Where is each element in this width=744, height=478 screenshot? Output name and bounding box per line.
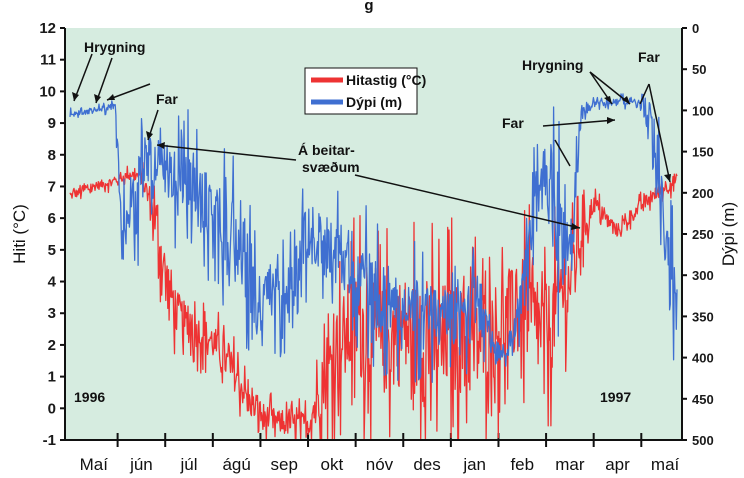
arrow-hrygning-1b <box>95 57 113 104</box>
series-layer <box>69 93 678 441</box>
y-right-tick-label: 500 <box>692 433 714 448</box>
arrow-far-2b <box>554 139 571 167</box>
arrow-heads <box>72 92 671 230</box>
x-month-label: nóv <box>366 455 394 474</box>
y-left-tick-label: 4 <box>48 274 57 291</box>
legend-label-depth: Dýpi (m) <box>346 94 402 110</box>
arrowhead-5 <box>157 142 165 149</box>
x-month-label: Maí <box>80 455 109 474</box>
annotation-beitar-line2: svæðum <box>302 159 360 175</box>
annotation-far-3: Far <box>638 49 660 65</box>
arrowhead-9 <box>622 96 630 104</box>
arrowhead-7 <box>607 117 615 124</box>
y-right-tick-label: 300 <box>692 268 714 283</box>
legend-label-temperature: Hitastig (°C) <box>346 72 426 88</box>
arrow-hrygning-2b <box>589 71 631 105</box>
y-left-tick-label: -1 <box>43 432 56 449</box>
x-month-label: jún <box>129 455 153 474</box>
arrowhead-1 <box>72 92 79 101</box>
y-axis-right-title: Dýpi (m) <box>719 202 738 266</box>
chart-title-fragment: g <box>364 0 373 14</box>
y-right-tick-label: 0 <box>692 21 699 36</box>
year-label-1996: 1996 <box>74 389 105 405</box>
y-right-tick-label: 350 <box>692 309 714 324</box>
y-left-tick-label: 5 <box>48 242 56 259</box>
y-right-tick-label: 100 <box>692 103 714 118</box>
annotation-far-1: Far <box>156 91 178 107</box>
x-month-label: des <box>413 455 440 474</box>
y-left-tick-label: 7 <box>48 178 56 195</box>
arrowhead-8 <box>604 96 612 104</box>
y-left-tick-label: 3 <box>48 305 56 322</box>
y-left-tick-label: 1 <box>48 369 56 386</box>
y-axis-left-title: Hiti (°C) <box>10 204 29 264</box>
x-month-label: feb <box>510 455 534 474</box>
annotation-far-2: Far <box>502 115 524 131</box>
arrow-beitar-a <box>156 144 297 161</box>
arrowhead-10 <box>664 174 671 182</box>
arrow-far-3a <box>639 83 650 105</box>
y-right-tick-label: 450 <box>692 392 714 407</box>
y-right-tick-label: 200 <box>692 186 714 201</box>
arrow-hrygning-1c <box>106 83 151 101</box>
arrow-far-3b <box>648 83 671 183</box>
arrowhead-4 <box>146 131 153 140</box>
arrow-hrygning-1a <box>73 53 93 102</box>
arrow-beitar-b <box>354 174 581 229</box>
x-month-label: apr <box>605 455 630 474</box>
y-left-tick-label: 8 <box>48 147 56 164</box>
arrowhead-2 <box>94 94 101 103</box>
x-month-label: jan <box>462 455 486 474</box>
series-depth-line <box>69 93 678 383</box>
legend-box <box>304 67 418 115</box>
y-left-tick-label: 2 <box>48 337 56 354</box>
y-right-tick-label: 400 <box>692 351 714 366</box>
x-month-label: okt <box>320 455 343 474</box>
y-left-tick-label: 12 <box>39 20 56 37</box>
y-left-tick-label: 6 <box>48 210 56 227</box>
x-month-label: maí <box>651 455 680 474</box>
annotation-hrygning-2: Hrygning <box>522 57 583 73</box>
y-left-tick-label: 11 <box>40 52 56 69</box>
arrow-far-2 <box>542 119 616 127</box>
y-right-tick-label: 50 <box>692 62 706 77</box>
year-label-1997: 1997 <box>600 389 631 405</box>
x-month-label: mar <box>555 455 585 474</box>
y-right-tick-label: 150 <box>692 145 714 160</box>
arrowhead-6 <box>571 223 580 230</box>
y-left-tick-label: 0 <box>48 400 56 417</box>
x-month-label: ágú <box>222 455 250 474</box>
x-month-label: júl <box>180 455 198 474</box>
annotation-hrygning-1: Hrygning <box>84 39 145 55</box>
y-left-tick-label: 10 <box>39 83 56 100</box>
legend: Hitastig (°C) Dýpi (m) <box>304 67 426 115</box>
y-left-tick-label: 9 <box>48 115 56 132</box>
y-right-tick-label: 250 <box>692 227 714 242</box>
arrowhead-3 <box>107 94 115 100</box>
x-month-label: sep <box>271 455 298 474</box>
annotation-beitar-line1: Á beitar- <box>298 142 355 158</box>
